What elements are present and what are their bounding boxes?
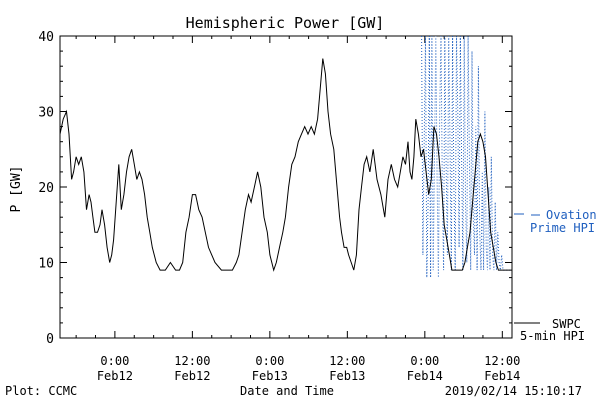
- footer-x-axis-label: Date and Time: [240, 384, 334, 398]
- x-axis-ticks: 0:00Feb1212:00Feb120:00Feb1312:00Feb130:…: [75, 36, 520, 383]
- x-tick-date-label: Feb12: [97, 369, 133, 383]
- x-tick-time-label: 12:00: [484, 354, 520, 368]
- x-tick-date-label: Feb12: [174, 369, 210, 383]
- legend-ovation-label-line2: Prime HPI: [530, 221, 595, 235]
- footer-plot-source: Plot: CCMC: [5, 384, 77, 398]
- x-tick-time-label: 0:00: [100, 354, 129, 368]
- chart-title: Hemispheric Power [GW]: [186, 14, 385, 32]
- x-tick-time-label: 12:00: [174, 354, 210, 368]
- footer-timestamp: 2019/02/14 15:10:17: [445, 384, 582, 398]
- y-tick-label: 10: [38, 257, 54, 272]
- series-line-swpc-hpi: [59, 58, 512, 272]
- legend-ovation-label-line1: Ovation: [546, 208, 597, 222]
- series-layer: [59, 35, 512, 278]
- x-tick-date-label: Feb14: [484, 369, 520, 383]
- x-tick-time-label: 0:00: [255, 354, 284, 368]
- legend-swpc-label-line2: 5-min HPI: [520, 329, 585, 343]
- x-tick-time-label: 12:00: [329, 354, 365, 368]
- y-tick-label: 30: [38, 106, 54, 121]
- x-tick-date-label: Feb13: [329, 369, 365, 383]
- y-tick-label: 20: [38, 181, 54, 196]
- legend-swpc-label-line1: SWPC: [552, 317, 581, 331]
- y-tick-label: 40: [38, 30, 54, 45]
- legend: Ovation Prime HPI SWPC 5-min HPI: [514, 208, 597, 343]
- y-tick-label: 0: [46, 332, 54, 347]
- y-axis-ticks: 0 10 20 30 40: [38, 30, 512, 347]
- x-tick-date-label: Feb13: [252, 369, 288, 383]
- y-axis-label: P [GW]: [9, 166, 24, 213]
- x-tick-date-label: Feb14: [407, 369, 443, 383]
- x-tick-time-label: 0:00: [410, 354, 439, 368]
- series-line-ovation-prime-hpi: [421, 35, 512, 278]
